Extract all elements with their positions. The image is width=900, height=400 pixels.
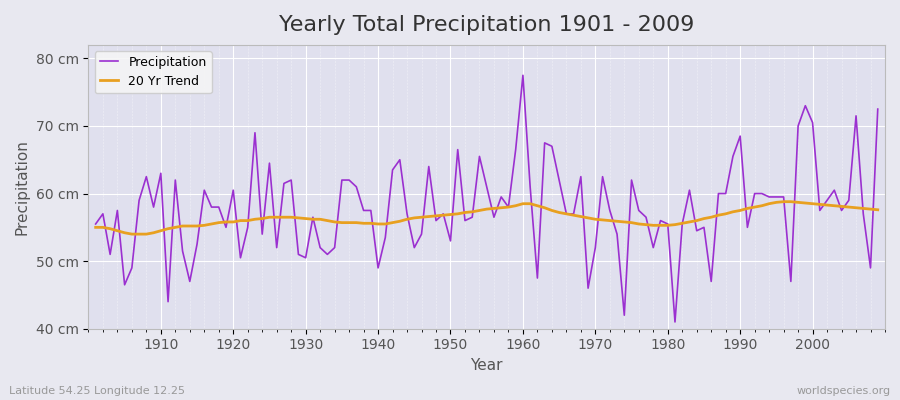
Precipitation <box>90 222 101 226</box>
Precipitation <box>670 320 680 324</box>
Title: Yearly Total Precipitation 1901 - 2009: Yearly Total Precipitation 1901 - 2009 <box>279 15 695 35</box>
20 Yr Trend <box>872 207 883 212</box>
Precipitation <box>510 147 521 152</box>
Precipitation <box>351 184 362 189</box>
Precipitation <box>148 205 159 210</box>
20 Yr Trend <box>525 201 535 206</box>
Legend: Precipitation, 20 Yr Trend: Precipitation, 20 Yr Trend <box>94 51 212 93</box>
Line: 20 Yr Trend: 20 Yr Trend <box>95 202 878 234</box>
20 Yr Trend <box>518 201 528 206</box>
20 Yr Trend <box>612 219 623 224</box>
Text: Latitude 54.25 Longitude 12.25: Latitude 54.25 Longitude 12.25 <box>9 386 185 396</box>
Line: Precipitation: Precipitation <box>95 75 878 322</box>
Precipitation <box>308 215 319 220</box>
Precipitation <box>525 184 535 189</box>
20 Yr Trend <box>778 199 789 204</box>
20 Yr Trend <box>90 225 101 230</box>
Text: worldspecies.org: worldspecies.org <box>796 386 891 396</box>
Y-axis label: Precipitation: Precipitation <box>15 139 30 235</box>
X-axis label: Year: Year <box>471 358 503 373</box>
20 Yr Trend <box>315 217 326 222</box>
20 Yr Trend <box>156 228 166 233</box>
Precipitation <box>612 232 623 236</box>
20 Yr Trend <box>127 232 138 236</box>
Precipitation <box>518 73 528 78</box>
Precipitation <box>872 107 883 112</box>
20 Yr Trend <box>358 221 369 226</box>
